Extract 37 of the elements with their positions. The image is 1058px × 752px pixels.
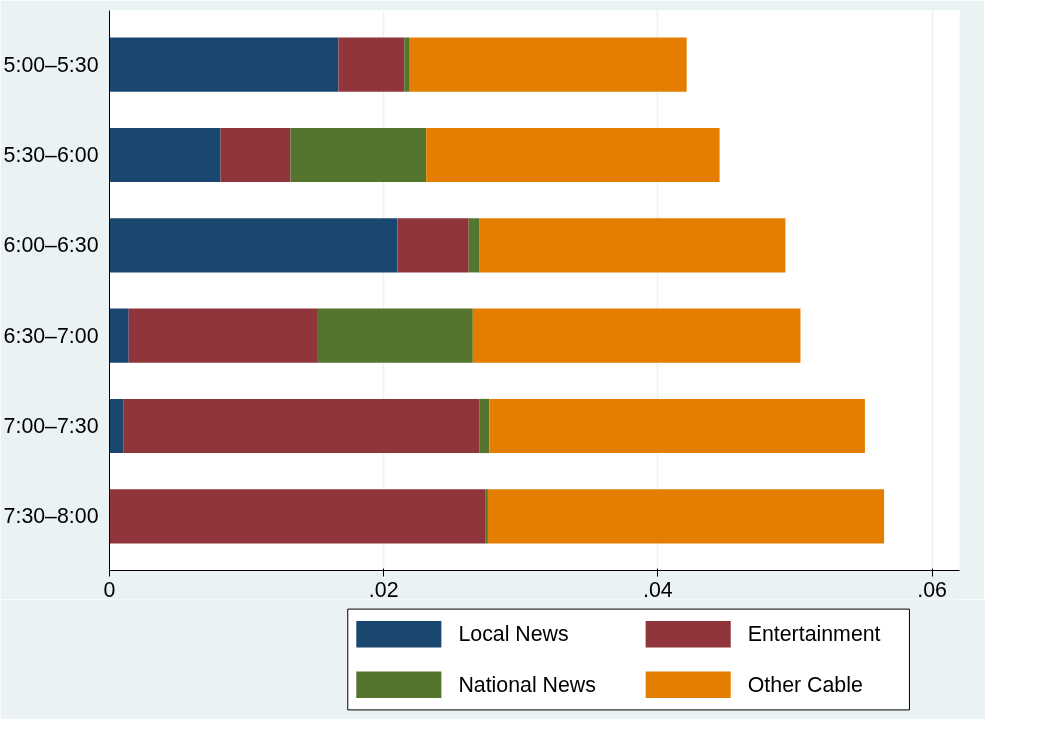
bar — [426, 127, 720, 183]
legend-label: National News — [458, 672, 596, 697]
x-tick-label: .06 — [917, 577, 947, 602]
bar — [109, 308, 129, 363]
bar — [109, 489, 486, 544]
bar — [404, 37, 410, 92]
bar — [109, 127, 221, 183]
x-tick-label: .04 — [643, 577, 673, 602]
y-tick-label: 6:00–6:30 — [3, 233, 99, 258]
y-tick-label: 6:30–7:00 — [3, 323, 99, 348]
bar — [479, 398, 490, 454]
y-tick-label: 7:30–8:00 — [3, 504, 99, 529]
bar — [487, 489, 885, 544]
bar — [220, 127, 291, 183]
y-tick-label: 5:30–6:00 — [3, 143, 99, 168]
x-tick-label: .02 — [368, 577, 399, 602]
bar — [317, 308, 473, 363]
bar — [472, 308, 801, 363]
bar — [338, 37, 405, 92]
bar — [109, 218, 398, 273]
bar — [290, 127, 427, 183]
bar — [468, 218, 480, 273]
bar — [409, 37, 687, 92]
bar — [128, 308, 318, 363]
bar — [489, 398, 865, 454]
bar — [485, 489, 488, 544]
x-tick-label: 0 — [103, 577, 116, 602]
bar — [109, 398, 124, 454]
bar — [479, 218, 786, 273]
bar — [397, 218, 469, 273]
legend-label: Other Cable — [747, 672, 863, 697]
y-tick-label: 7:00–7:30 — [3, 413, 99, 438]
legend-label: Entertainment — [747, 622, 881, 647]
legend-label: Local News — [458, 622, 569, 647]
bar — [123, 398, 480, 454]
bar — [109, 37, 339, 92]
y-tick-label: 5:00–5:30 — [3, 52, 99, 77]
